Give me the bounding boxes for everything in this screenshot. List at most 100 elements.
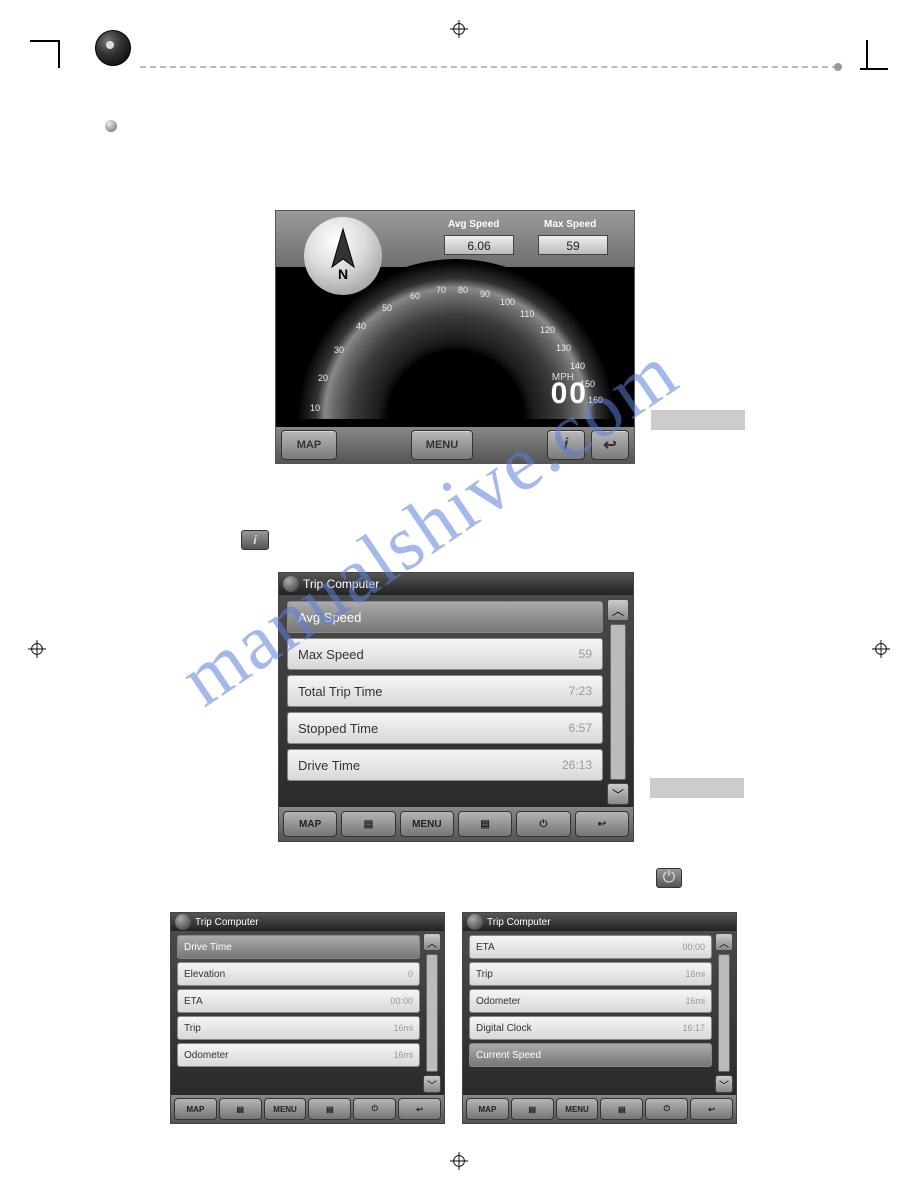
trip-row-label: Avg Speed [298, 610, 361, 625]
trip-row-label: Trip [184, 1023, 201, 1034]
avg-speed-label: Avg Speed [448, 219, 499, 230]
trip-header-icon [283, 576, 299, 592]
trip-row-label: ETA [476, 942, 495, 953]
trip-row[interactable]: ETA00:00 [177, 989, 420, 1013]
north-arrow-icon: N [328, 227, 358, 285]
page-button[interactable]: ▤ [308, 1098, 351, 1120]
trip-row[interactable]: Odometer16mi [177, 1043, 420, 1067]
power-button[interactable]: ⏻ [353, 1098, 396, 1120]
scroll-up-button[interactable]: ︿ [715, 933, 733, 951]
scroll-down-button[interactable]: ﹀ [607, 783, 629, 805]
trip-row-label: Total Trip Time [298, 684, 383, 699]
trip-row[interactable]: Elevation0 [177, 962, 420, 986]
trip-header-icon [467, 914, 483, 930]
info-icon: i [253, 533, 256, 547]
power-icon: ⏻ [540, 819, 548, 830]
page-button[interactable]: ▤ [219, 1098, 262, 1120]
crop-mark [30, 40, 58, 42]
back-button[interactable]: ↩ [398, 1098, 441, 1120]
back-button[interactable]: ↩ [575, 811, 629, 837]
map-button[interactable]: MAP [466, 1098, 509, 1120]
registration-mark-icon [28, 640, 46, 658]
trip-row-value: 6:57 [569, 721, 592, 735]
trip-computer-screen-right: Trip Computer ETA00:00 Trip16mi Odometer… [462, 912, 737, 1124]
scroll-up-button[interactable]: ︿ [607, 599, 629, 621]
speed-readout: 00 [551, 377, 588, 411]
scroll-track[interactable] [610, 624, 626, 780]
trip-row-label: Drive Time [184, 942, 232, 953]
trip-row-value: 26:13 [562, 758, 592, 772]
trip-row-label: Max Speed [298, 647, 364, 662]
compass-rose: N [304, 217, 382, 295]
compass-letter: N [338, 266, 348, 282]
trip-computer-screen-left: Trip Computer Drive Time Elevation0 ETA0… [170, 912, 445, 1124]
trip-row[interactable]: Drive Time [177, 935, 420, 959]
trip-row-label: Current Speed [476, 1050, 541, 1061]
back-button[interactable]: ↩ [690, 1098, 733, 1120]
trip-row-label: Odometer [184, 1050, 228, 1061]
registration-mark-icon [450, 1152, 468, 1170]
page-button[interactable]: ▤ [511, 1098, 554, 1120]
trip-row-label: ETA [184, 996, 203, 1007]
trip-row-label: Drive Time [298, 758, 360, 773]
registration-mark-icon [872, 640, 890, 658]
trip-row[interactable]: Drive Time 26:13 [287, 749, 603, 781]
trip-row[interactable]: Digital Clock16:17 [469, 1016, 712, 1040]
scroll-up-button[interactable]: ︿ [423, 933, 441, 951]
trip-list: Avg Speed Max Speed 59 Total Trip Time7:2… [279, 595, 633, 807]
trip-row[interactable]: Odometer16mi [469, 989, 712, 1013]
page-icon: ▤ [480, 819, 489, 830]
scrollbar: ︿ ﹀ [607, 599, 629, 805]
trip-row-label: Odometer [476, 996, 520, 1007]
map-button[interactable]: MAP [283, 811, 337, 837]
page-up-button[interactable]: ▤ [341, 811, 395, 837]
trip-row[interactable]: Stopped Time 6:57 [287, 712, 603, 744]
scroll-track[interactable] [718, 954, 730, 1072]
trip-row[interactable]: Total Trip Time7:23 [287, 675, 603, 707]
power-button[interactable]: ⏻ [516, 811, 570, 837]
trip-row-value: 59 [579, 647, 592, 661]
max-speed-value: 59 [538, 235, 608, 255]
trip-row[interactable]: ETA00:00 [469, 935, 712, 959]
menu-button[interactable]: MENU [411, 430, 473, 460]
scroll-down-button[interactable]: ﹀ [423, 1075, 441, 1093]
page-button[interactable]: ▤ [600, 1098, 643, 1120]
info-button-inline[interactable]: i [241, 530, 269, 550]
chevron-up-icon: ︿ [612, 602, 624, 619]
trip-title: Trip Computer [487, 917, 551, 928]
trip-row-label: Trip [476, 969, 493, 980]
trip-row[interactable]: Trip16mi [469, 962, 712, 986]
page-down-button[interactable]: ▤ [458, 811, 512, 837]
bullet-icon [105, 120, 117, 132]
crop-mark [58, 40, 60, 68]
max-speed-label: Max Speed [544, 219, 596, 230]
trip-row[interactable]: Max Speed 59 [287, 638, 603, 670]
power-icon: ⏻ [663, 869, 676, 887]
avg-speed-value: 6.06 [444, 235, 514, 255]
menu-button[interactable]: MENU [264, 1098, 307, 1120]
back-button[interactable]: ↩ [591, 430, 629, 460]
power-button[interactable]: ⏻ [645, 1098, 688, 1120]
trip-header-icon [175, 914, 191, 930]
trip-row[interactable]: Trip16mi [177, 1016, 420, 1040]
speedometer-toolbar: MAP MENU i ↩ [276, 427, 634, 463]
registration-mark-icon [450, 20, 468, 38]
trip-row[interactable]: Current Speed [469, 1043, 712, 1067]
page-icon: ▤ [364, 819, 373, 830]
back-arrow-icon: ↩ [603, 435, 616, 455]
callout-bar [651, 410, 745, 430]
info-button[interactable]: i [547, 430, 585, 460]
trip-row-label: Stopped Time [298, 721, 378, 736]
map-button[interactable]: MAP [174, 1098, 217, 1120]
power-button-inline[interactable]: ⏻ [656, 868, 682, 888]
crop-mark [866, 40, 868, 68]
menu-button[interactable]: MENU [556, 1098, 599, 1120]
scroll-down-button[interactable]: ﹀ [715, 1075, 733, 1093]
scroll-track[interactable] [426, 954, 438, 1072]
compass-icon [95, 30, 131, 66]
trip-title: Trip Computer [303, 577, 379, 591]
back-arrow-icon: ↩ [598, 819, 606, 830]
map-button[interactable]: MAP [281, 430, 337, 460]
menu-button[interactable]: MENU [400, 811, 454, 837]
trip-row[interactable]: Avg Speed [287, 601, 603, 633]
